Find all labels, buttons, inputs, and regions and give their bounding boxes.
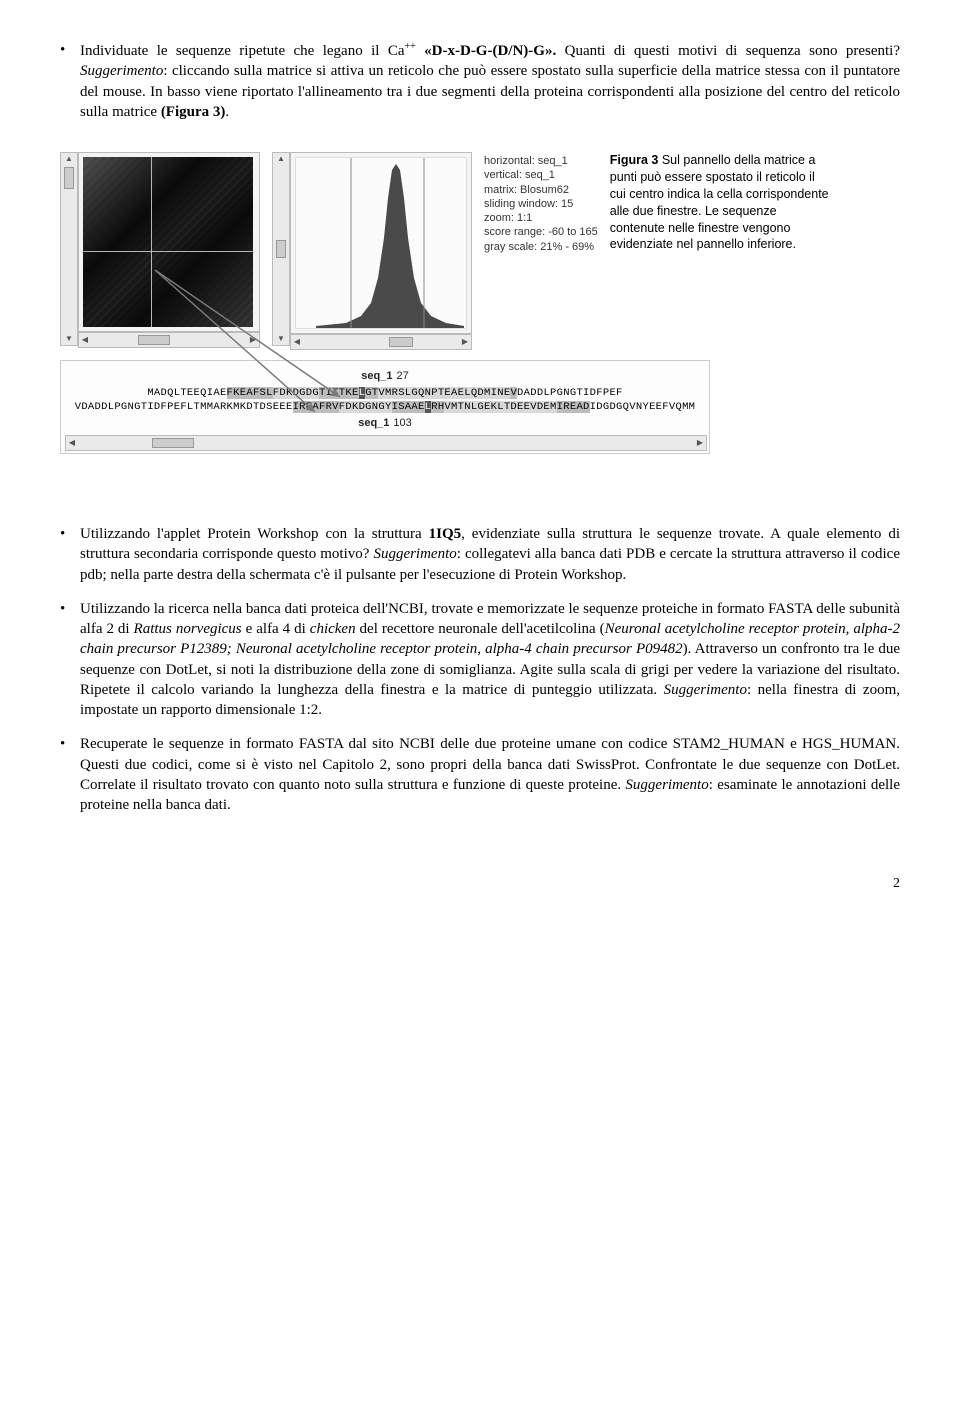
caption-text: Sul pannello della matrice a punti può e…	[610, 153, 829, 251]
info-line: horizontal: seq_1	[484, 154, 598, 168]
figure-3: ▲ ▼ ◀ ▶	[60, 152, 900, 454]
dot-matrix-canvas[interactable]	[83, 157, 253, 327]
info-line: score range: -60 to 165	[484, 225, 598, 239]
matrix-hscroll[interactable]: ◀ ▶	[78, 332, 260, 348]
species: chicken	[310, 621, 356, 637]
matrix-info: horizontal: seq_1 vertical: seq_1 matrix…	[484, 154, 598, 350]
bullet-text: Utilizzando la ricerca nella banca dati …	[80, 599, 900, 721]
info-line: vertical: seq_1	[484, 168, 598, 182]
seq-bottom-label: seq_1103	[65, 416, 705, 431]
text: del recettore neuronale dell'acetilcolin…	[356, 621, 605, 637]
pattern: «D-x-D-G-(D/N)-G».	[416, 43, 565, 59]
bullet-text: Utilizzando l'applet Protein Workshop co…	[80, 524, 900, 585]
seq-top-label: seq_127	[65, 369, 705, 384]
suggestion-label: Suggerimento	[664, 682, 747, 698]
figure-caption: Figura 3 Sul pannello della matrice a pu…	[610, 152, 830, 350]
bullet-item-2: • Utilizzando l'applet Protein Workshop …	[60, 524, 900, 585]
hist-vscroll[interactable]: ▲ ▼	[272, 152, 290, 346]
text: Quanti di questi motivi di sequenza sono…	[565, 43, 900, 59]
bullet-marker: •	[60, 734, 80, 815]
hist-hscroll[interactable]: ◀ ▶	[290, 334, 472, 350]
superscript: ++	[404, 41, 415, 52]
seq-hscroll[interactable]: ◀ ▶	[65, 435, 707, 451]
text: Individuate le sequenze ripetute che leg…	[80, 43, 404, 59]
suggestion-label: Suggerimento	[373, 546, 456, 562]
info-line: matrix: Blosum62	[484, 183, 598, 197]
seq-line-2: VDADDLPGNGTIDFPEFLTMMARKMKDTDSEEEIREAFRV…	[65, 400, 705, 414]
species: Rattus norvegicus	[134, 621, 242, 637]
bullet-item-3: • Utilizzando la ricerca nella banca dat…	[60, 599, 900, 721]
figure-ref: (Figura 3)	[161, 104, 226, 120]
info-line: zoom: 1:1	[484, 211, 598, 225]
bullet-marker: •	[60, 599, 80, 721]
reticle-horizontal	[83, 251, 253, 252]
info-line: gray scale: 21% - 69%	[484, 240, 598, 254]
text: e alfa 4 di	[242, 621, 310, 637]
seq-line-1: MADQLTEEQIAEFKEAFSLFDKDGDGTITTKELGTVMRSL…	[65, 386, 705, 400]
text: Utilizzando l'applet Protein Workshop co…	[80, 526, 429, 542]
code: 1IQ5	[429, 526, 462, 542]
suggestion-label: Suggerimento	[625, 777, 708, 793]
histogram-canvas	[295, 157, 467, 329]
bullet-marker: •	[60, 524, 80, 585]
matrix-vscroll[interactable]: ▲ ▼	[60, 152, 78, 346]
info-line: sliding window: 15	[484, 197, 598, 211]
suggestion-label: Suggerimento	[80, 63, 163, 79]
dot-matrix-panel[interactable]	[78, 152, 260, 332]
bullet-marker: •	[60, 40, 80, 122]
bullet-text: Recuperate le sequenze in formato FASTA …	[80, 734, 900, 815]
reticle-vertical	[151, 157, 152, 327]
sequence-panel: seq_127 MADQLTEEQIAEFKEAFSLFDKDGDGTITTKE…	[60, 360, 710, 454]
bullet-text: Individuate le sequenze ripetute che leg…	[80, 40, 900, 122]
histogram-panel[interactable]	[290, 152, 472, 334]
bullet-item-1: • Individuate le sequenze ripetute che l…	[60, 40, 900, 122]
page-number: 2	[60, 875, 900, 894]
text: .	[225, 104, 229, 120]
bullet-item-4: • Recuperate le sequenze in formato FAST…	[60, 734, 900, 815]
caption-label: Figura 3	[610, 153, 659, 167]
